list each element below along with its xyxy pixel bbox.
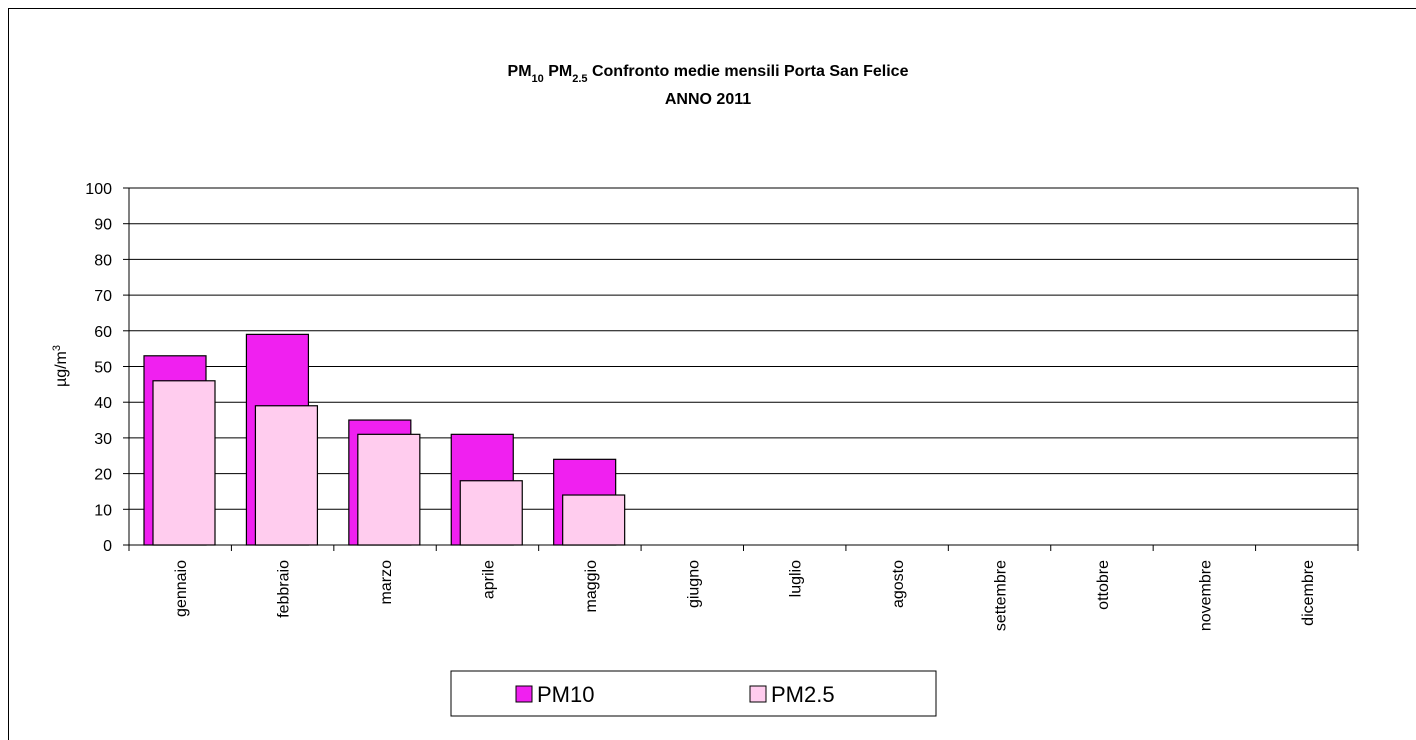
y-tick-label: 60 [94, 324, 112, 341]
x-tick-label: luglio [788, 560, 805, 597]
legend-label: PM10 [537, 682, 594, 707]
y-tick-label: 70 [94, 288, 112, 305]
title-part: Confronto medie mensili Porta San Felice [588, 63, 909, 80]
bar [254, 405, 319, 546]
y-tick-label: 30 [94, 431, 112, 448]
y-tick-label: 20 [94, 467, 112, 484]
y-tick-label: 90 [94, 217, 112, 234]
title-part: 10 [532, 73, 544, 85]
y-tick-label: 100 [85, 181, 112, 198]
x-tick-label: giugno [685, 560, 702, 608]
legend-swatch [749, 685, 767, 703]
bar [152, 380, 216, 546]
chart-subtitle: ANNO 2011 [665, 91, 751, 108]
x-tick-label: dicembre [1300, 560, 1317, 626]
x-tick-label: marzo [378, 560, 395, 605]
y-tick-label: 40 [94, 395, 112, 412]
title-part: PM [508, 63, 532, 80]
y_label-part: µg/m [53, 351, 70, 387]
x-tick-label: aprile [480, 560, 497, 599]
bar [562, 494, 626, 546]
x-tick-label: gennaio [173, 560, 190, 617]
legend-swatch [515, 685, 533, 703]
x-tick-label: settembre [993, 560, 1010, 631]
y-tick-label: 0 [103, 538, 112, 555]
legend-label: PM2.5 [771, 682, 835, 707]
title-part: 2.5 [572, 73, 587, 85]
bar [459, 480, 523, 546]
y-tick-label: 80 [94, 252, 112, 269]
y-axis-label: µg/m3 [51, 345, 70, 387]
bar [357, 433, 421, 546]
chart-title: PM10 PM2.5 Confronto medie mensili Porta… [508, 63, 909, 85]
y_label-part: 3 [51, 345, 63, 351]
chart-border [8, 8, 1416, 740]
x-tick-label: febbraio [276, 560, 293, 618]
title-part: PM [544, 63, 572, 80]
x-tick-label: ottobre [1095, 560, 1112, 610]
x-tick-label: maggio [583, 560, 600, 613]
x-tick-label: agosto [890, 560, 907, 608]
y-tick-label: 50 [94, 360, 112, 377]
x-tick-label: novembre [1197, 560, 1214, 631]
y-tick-label: 10 [94, 502, 112, 519]
